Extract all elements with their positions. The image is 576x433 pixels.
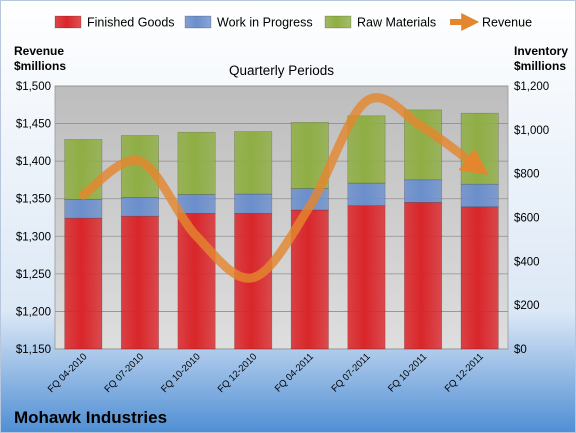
right-tick-label: $1,200 [514,81,549,93]
bar-finished-goods [347,205,386,350]
bar-finished-goods [460,206,499,350]
revenue-line [78,93,489,283]
left-tick-label: $1,350 [16,194,51,206]
bar-work-in-progress [64,199,103,219]
left-tick-label: $1,150 [16,344,51,356]
legend-label: Work in Progress [217,16,313,30]
bar-finished-goods [120,215,159,350]
right-tick-label: $800 [514,169,540,181]
legend-swatch [184,15,212,29]
bar-work-in-progress [460,183,499,208]
bar-work-in-progress [234,193,273,214]
bar-work-in-progress [404,179,443,203]
left-tick-label: $1,300 [16,231,51,243]
left-axis-title-unit: $millions [14,59,66,73]
left-axis-title: Revenue [14,44,64,58]
right-tick-label: $1,000 [514,125,549,137]
legend-label: Revenue [482,16,532,30]
legend-swatch [54,15,82,29]
chart-subtitle: Quarterly Periods [229,63,334,78]
left-tick-label: $1,250 [16,269,51,281]
legend-swatch [324,15,352,29]
right-axis-title-unit: $millions [514,59,566,73]
left-tick-label: $1,500 [16,81,51,93]
bar-work-in-progress [120,197,159,217]
bar-raw-materials [347,115,386,184]
right-tick-label: $200 [514,300,540,312]
left-tick-label: $1,200 [16,306,51,318]
left-tick-label: $1,400 [16,156,51,168]
right-tick-label: $600 [514,213,540,225]
bar-raw-materials [177,131,216,195]
bar-finished-goods [64,217,103,350]
bar-raw-materials [460,112,499,185]
bar-work-in-progress [347,182,386,206]
left-tick-label: $1,450 [16,119,51,131]
right-axis-title: Inventory [514,44,568,58]
legend-label: Finished Goods [87,16,175,30]
right-tick-label: $400 [514,256,540,268]
company-name: Mohawk Industries [14,408,167,427]
legend-label: Raw Materials [357,16,436,30]
bar-finished-goods [404,202,443,350]
bar-raw-materials [234,131,273,195]
right-tick-label: $0 [514,344,527,356]
